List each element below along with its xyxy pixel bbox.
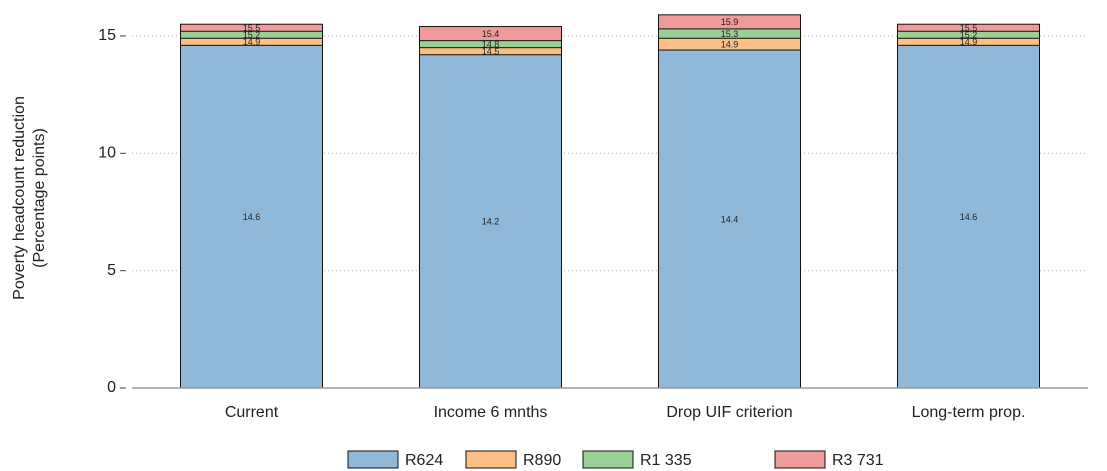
x-tick-label: Income 6 mnths: [434, 404, 548, 421]
legend-label: R3 731: [832, 452, 884, 469]
data-label: 14.6: [960, 212, 978, 222]
data-label: 14.9: [721, 40, 739, 50]
bar: [180, 44, 323, 389]
x-tick-label: Current: [225, 404, 279, 421]
legend-label: R890: [523, 452, 561, 469]
y-axis-title-line: Poverty headcount reduction: [11, 96, 28, 300]
data-label: 14.2: [482, 217, 500, 227]
x-tick-label: Long-term prop.: [912, 404, 1026, 421]
legend-swatch: [465, 450, 517, 469]
data-label: 15.3: [721, 29, 739, 39]
data-label: 15.5: [960, 23, 978, 33]
legend-swatch: [347, 450, 399, 469]
x-tick-label: Drop UIF criterion: [666, 404, 792, 421]
y-tick-label: 0: [107, 379, 116, 396]
y-axis-title: Poverty headcount reduction (Percentage …: [11, 96, 48, 300]
y-tick-label: 10: [98, 145, 116, 162]
legend-label: R1 335: [640, 452, 692, 469]
data-label: 14.5: [482, 47, 500, 57]
data-label: 14.9: [960, 37, 978, 47]
data-label: 14.9: [243, 37, 261, 47]
data-label: 14.6: [243, 212, 261, 222]
bar: [419, 54, 562, 389]
data-label: 15.5: [243, 23, 261, 33]
y-axis-title-line: (Percentage points): [31, 128, 48, 268]
y-tick-label: 5: [107, 262, 116, 279]
data-label: 14.4: [721, 214, 739, 224]
legend-swatch: [774, 450, 826, 469]
legend-swatch: [582, 450, 634, 469]
data-label: 15.2: [243, 30, 261, 40]
data-label: 14.8: [482, 40, 500, 50]
y-tick-label: 15: [98, 27, 116, 44]
legend-label: R624: [405, 452, 443, 469]
data-label: 15.4: [482, 29, 500, 39]
data-label: 15.2: [960, 30, 978, 40]
data-label: 15.9: [721, 17, 739, 27]
